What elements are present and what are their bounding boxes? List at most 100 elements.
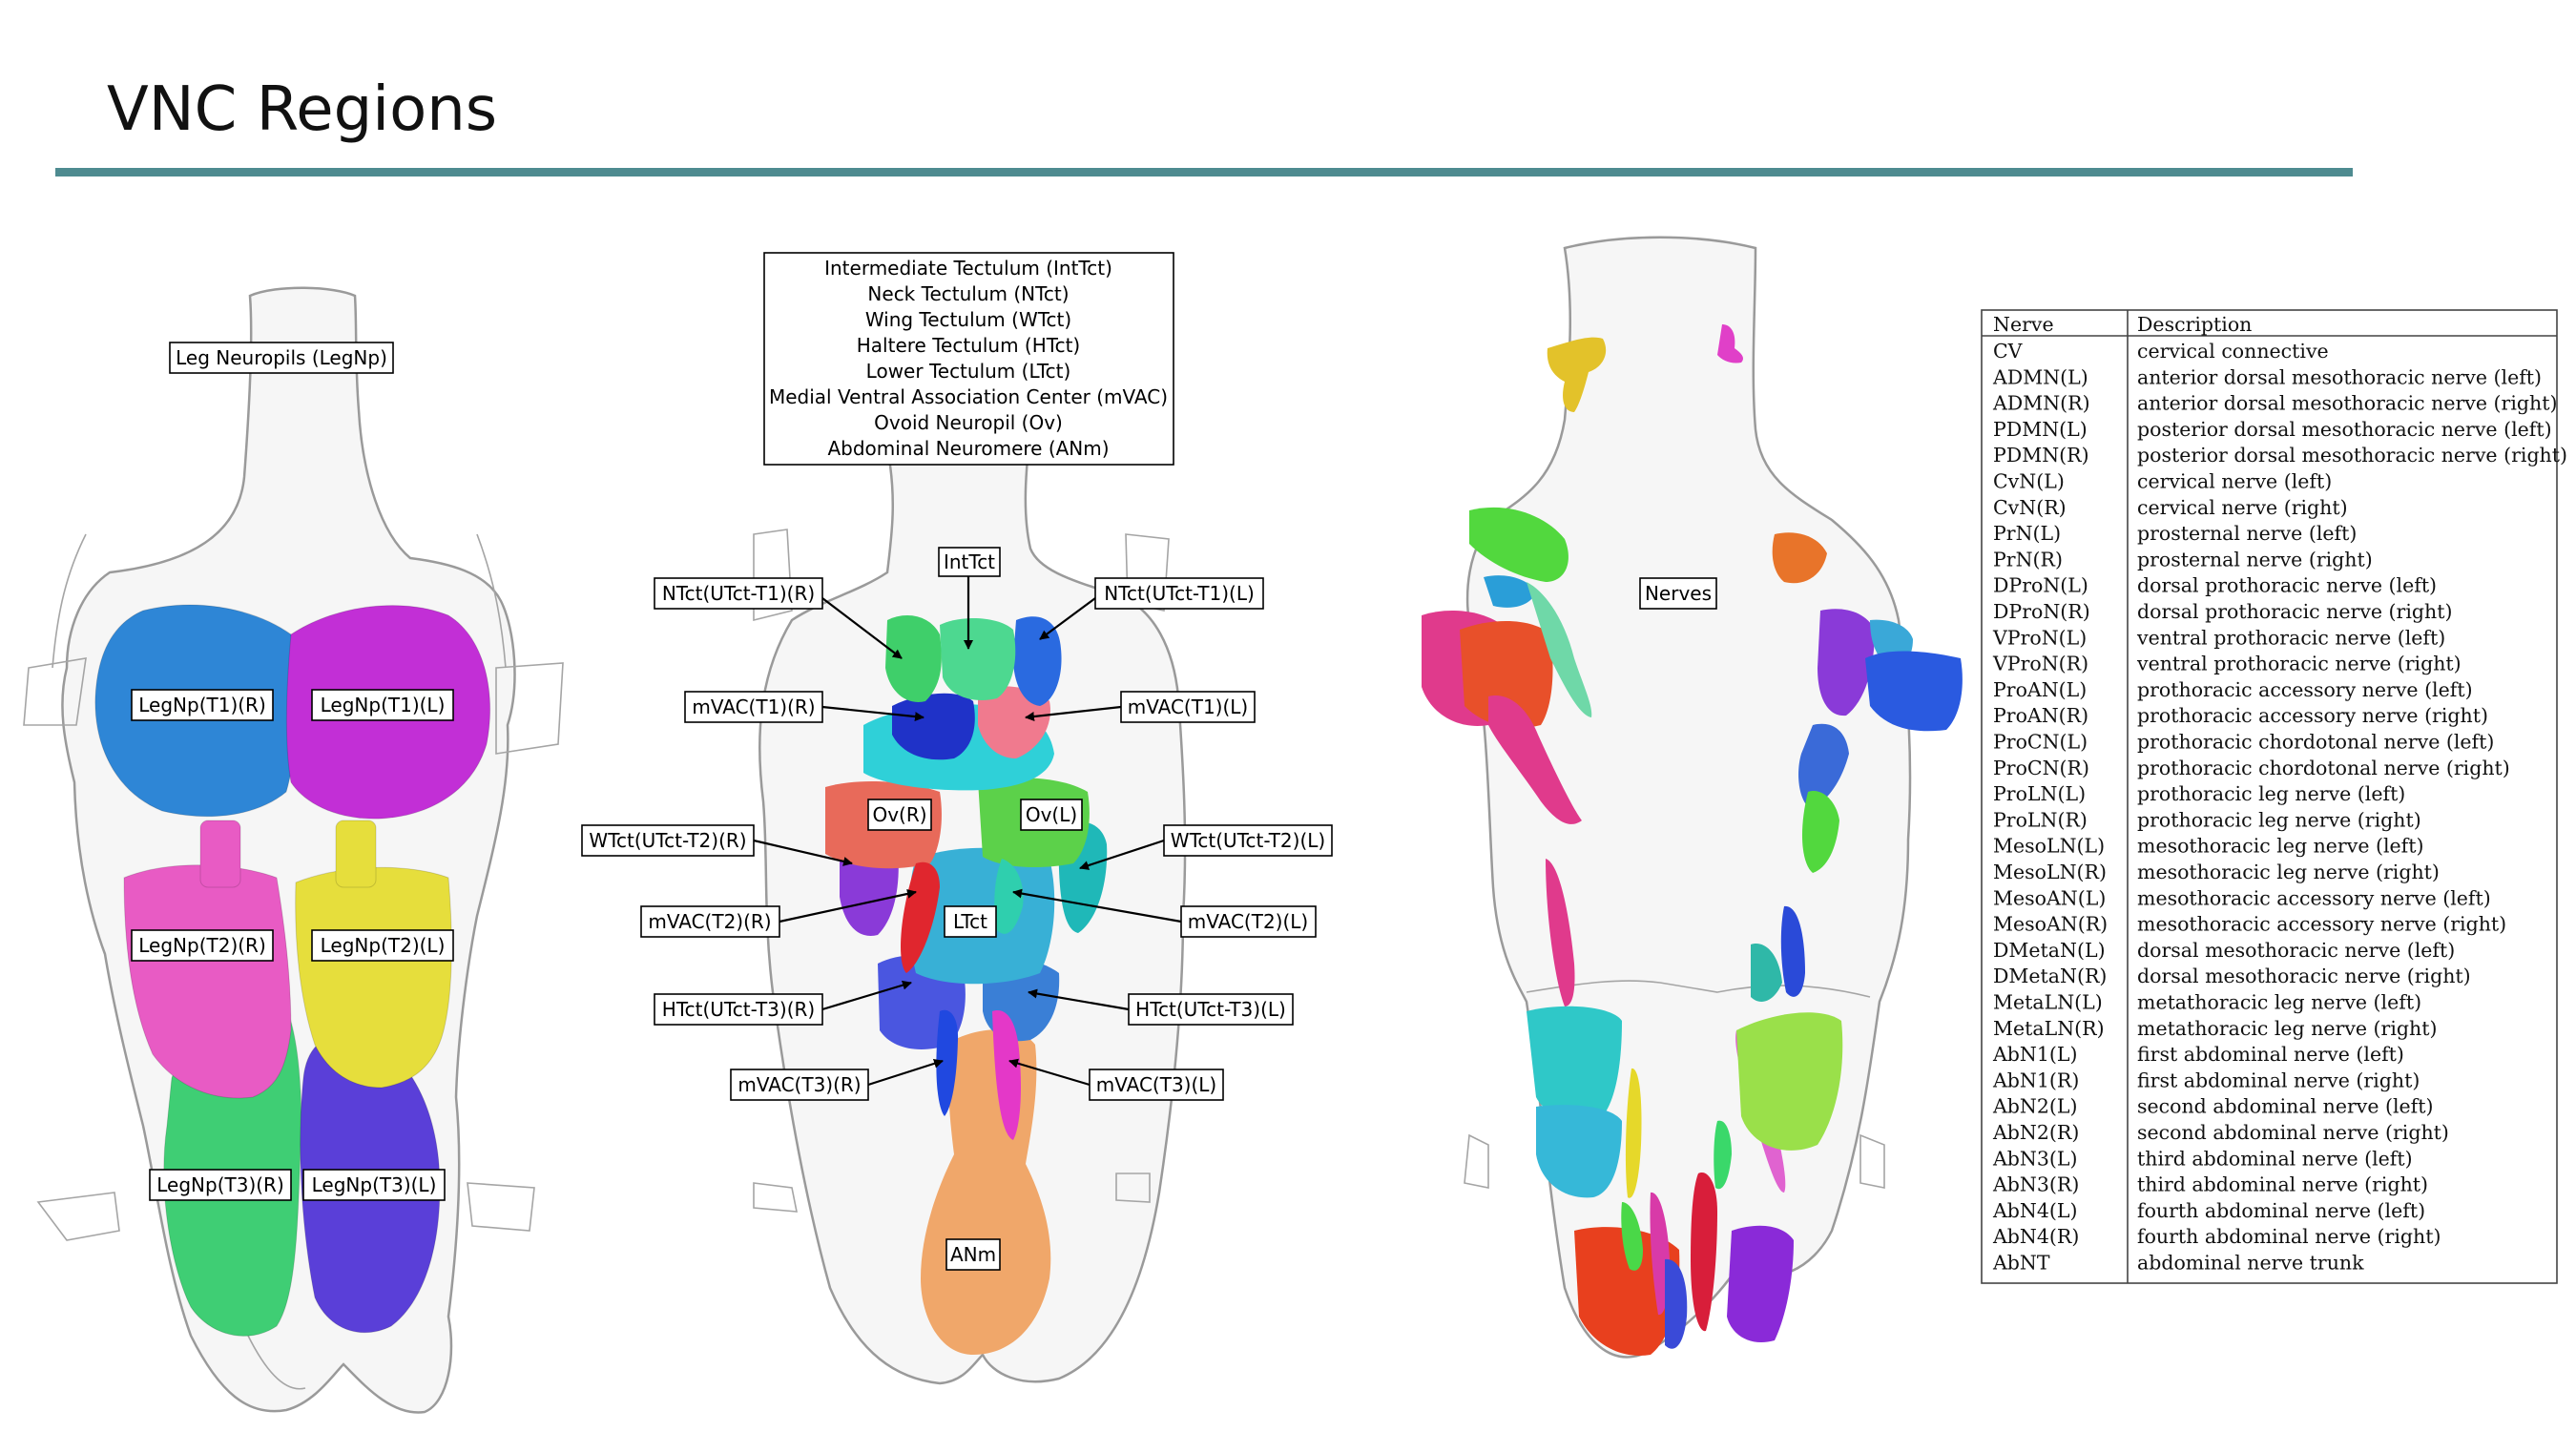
svg-text:Lower Tectulum (LTct): Lower Tectulum (LTct) (866, 360, 1071, 383)
nerve-code: VProN(L) (1992, 626, 2087, 649)
nerve-code: MesoLN(L) (1993, 835, 2105, 858)
label-legnp-t3-left: LegNp(T3)(L) (302, 1169, 446, 1201)
label-mvac-t2-right: mVAC(T2)(R) (640, 905, 780, 938)
nerve-code: MetaLN(L) (1993, 991, 2103, 1014)
svg-text:mVAC(T3)(L): mVAC(T3)(L) (1096, 1073, 1216, 1096)
svg-text:HTct(UTct-T3)(R): HTct(UTct-T3)(R) (662, 998, 815, 1021)
region-legend: Intermediate Tectulum (IntTct) Neck Tect… (763, 252, 1174, 466)
nerve-description: anterior dorsal mesothoracic nerve (righ… (2137, 392, 2557, 415)
nerve-abnt (1727, 1225, 1794, 1343)
nerve-table-row: CvN(L) cervical nerve (left) (1993, 470, 2332, 493)
svg-text:Ov(R): Ov(R) (872, 803, 926, 826)
nerve-description: dorsal mesothoracic nerve (left) (2137, 939, 2455, 962)
nerve-code: ProLN(L) (1993, 782, 2086, 805)
nerve-code: AbN3(L) (1992, 1147, 2078, 1170)
svg-text:IntTct: IntTct (944, 550, 995, 573)
svg-text:HTct(UTct-T3)(L): HTct(UTct-T3)(L) (1135, 998, 1286, 1021)
nerve-table-row: MetaLN(L) metathoracic leg nerve (left) (1993, 991, 2421, 1014)
nerve-abn-green (1714, 1120, 1732, 1190)
legnp-t2-left (295, 866, 452, 1089)
svg-text:mVAC(T2)(L): mVAC(T2)(L) (1188, 910, 1308, 933)
nerve-description: anterior dorsal mesothoracic nerve (left… (2137, 365, 2542, 388)
nerve-code: AbN1(R) (1992, 1069, 2079, 1091)
nerve-table-row: MetaLN(R) metathoracic leg nerve (right) (1993, 1017, 2437, 1040)
nerve-table-row: ProAN(L) prothoracic accessory nerve (lef… (1993, 678, 2473, 701)
nerve-cvn-right (1484, 575, 1536, 608)
svg-text:Intermediate Tectulum (IntTct): Intermediate Tectulum (IntTct) (824, 257, 1112, 280)
nerve-code: MetaLN(R) (1993, 1017, 2105, 1040)
nerve-code: ADMN(R) (1992, 392, 2090, 415)
nerve-code: ProCN(L) (1993, 731, 2088, 754)
nerve-description: cervical nerve (right) (2137, 496, 2348, 519)
nerve-abn-crimson (1691, 1173, 1717, 1332)
label-legnp-t2-right: LegNp(T2)(R) (131, 929, 274, 962)
label-mvac-t3-right: mVAC(T3)(R) (730, 1069, 869, 1101)
nerve-metaln-right (1536, 1105, 1622, 1198)
nerve-table-row: DMetaN(R) dorsal mesothoracic nerve (righ… (1993, 965, 2471, 987)
nerve-code: MesoAN(L) (1993, 886, 2106, 909)
svg-text:LegNp(T1)(L): LegNp(T1)(L) (321, 694, 446, 716)
nerve-code: AbN2(R) (1992, 1121, 2079, 1144)
nerve-table-row: AbN4(L) fourth abdominal nerve (left) (1992, 1199, 2425, 1222)
svg-text:Ovoid Neuropil (Ov): Ovoid Neuropil (Ov) (874, 411, 1063, 434)
svg-text:LTct: LTct (953, 910, 987, 933)
nerve-description: prothoracic leg nerve (left) (2137, 782, 2405, 805)
nerve-table-row: MesoLN(L) mesothoracic leg nerve (left) (1993, 835, 2423, 858)
nerve-description: first abdominal nerve (left) (2137, 1043, 2404, 1066)
nerve-table-row: MesoAN(L) mesothoracic accessory nerve (l… (1993, 886, 2491, 909)
legnp-t2-right (123, 864, 292, 1099)
nerve-description: dorsal prothoracic nerve (left) (2137, 574, 2437, 597)
nerve-table-row: PDMN(L) posterior dorsal mesothoracic ner… (1993, 418, 2552, 441)
right-vnc-outline (1465, 236, 1912, 1359)
nerve-description: prosternal nerve (right) (2137, 548, 2373, 571)
region-mvac-t1-left (978, 686, 1050, 758)
nerve-description: posterior dorsal mesothoracic nerve (rig… (2137, 444, 2567, 467)
nerve-procn-right (1527, 582, 1592, 717)
nerve-table-row: ProCN(R) prothoracic chordotonal nerve (r… (1993, 757, 2510, 779)
nerve-code: ADMN(L) (1992, 365, 2088, 388)
nerve-description: prothoracic leg nerve (right) (2137, 808, 2421, 831)
nerve-description: dorsal prothoracic nerve (right) (2137, 600, 2452, 623)
nerve-proln-left (1865, 651, 1963, 732)
nerve-description: ventral prothoracic nerve (left) (2136, 626, 2445, 649)
svg-text:LegNp(T1)(R): LegNp(T1)(R) (138, 694, 266, 716)
label-legnp-t1-right: LegNp(T1)(R) (131, 689, 274, 721)
label-legnp-t1-left: LegNp(T1)(L) (311, 689, 454, 721)
nerve-table-row: VProN(L) ventral prothoracic nerve (left) (1992, 626, 2445, 649)
svg-text:WTct(UTct-T2)(L): WTct(UTct-T2)(L) (1171, 829, 1325, 852)
nerve-proln-right (1488, 695, 1582, 824)
slide-title: VNC Regions (107, 74, 498, 145)
svg-text:Abdominal Neuromere (ANm): Abdominal Neuromere (ANm) (827, 437, 1109, 460)
nerve-description: first abdominal nerve (right) (2137, 1069, 2420, 1091)
nerve-abn-blue (1665, 1258, 1688, 1349)
nerve-table-row: PDMN(R) posterior dorsal mesothoracic ner… (1993, 444, 2567, 467)
svg-text:LegNp(T3)(R): LegNp(T3)(R) (156, 1173, 284, 1196)
label-legnp-t3-right: LegNp(T3)(R) (149, 1169, 292, 1201)
nerve-vpron-right (1460, 620, 1553, 729)
nerve-code: ProAN(R) (1993, 704, 2088, 727)
region-mvac-t3-left (992, 1010, 1021, 1140)
label-mvac-t3-left: mVAC(T3)(L) (1089, 1069, 1224, 1101)
nerve-table-row: DProN(R) dorsal prothoracic nerve (right) (1993, 600, 2452, 623)
nerve-code: AbN1(L) (1992, 1043, 2078, 1066)
svg-text:mVAC(T1)(L): mVAC(T1)(L) (1128, 695, 1248, 718)
region-mvac-t3-right (936, 1009, 959, 1116)
nerve-table-row: DProN(L) dorsal prothoracic nerve (left) (1993, 574, 2437, 597)
nerve-code: AbN4(L) (1992, 1199, 2078, 1222)
nerve-code: MesoLN(R) (1993, 861, 2107, 883)
nerve-admn-left (1717, 324, 1744, 363)
nerve-description: fourth abdominal nerve (left) (2137, 1199, 2425, 1222)
svg-text:mVAC(T1)(R): mVAC(T1)(R) (692, 695, 815, 718)
nerve-description: prothoracic accessory nerve (right) (2137, 704, 2488, 727)
nerve-table-header-description: Description (2137, 313, 2252, 336)
nerve-code: AbN2(L) (1992, 1095, 2078, 1118)
label-htct-left: HTct(UTct-T3)(L) (1128, 993, 1294, 1026)
svg-text:LegNp(T3)(L): LegNp(T3)(L) (312, 1173, 437, 1196)
nerve-code: ProLN(R) (1993, 808, 2088, 831)
svg-text:LegNp(T2)(L): LegNp(T2)(L) (321, 934, 446, 957)
legnp-connective-right (199, 820, 241, 888)
nerve-admn-right (1547, 337, 1607, 412)
right-panel-nerves: Nerves (1422, 236, 1963, 1359)
nerve-code: ProAN(L) (1993, 678, 2087, 701)
